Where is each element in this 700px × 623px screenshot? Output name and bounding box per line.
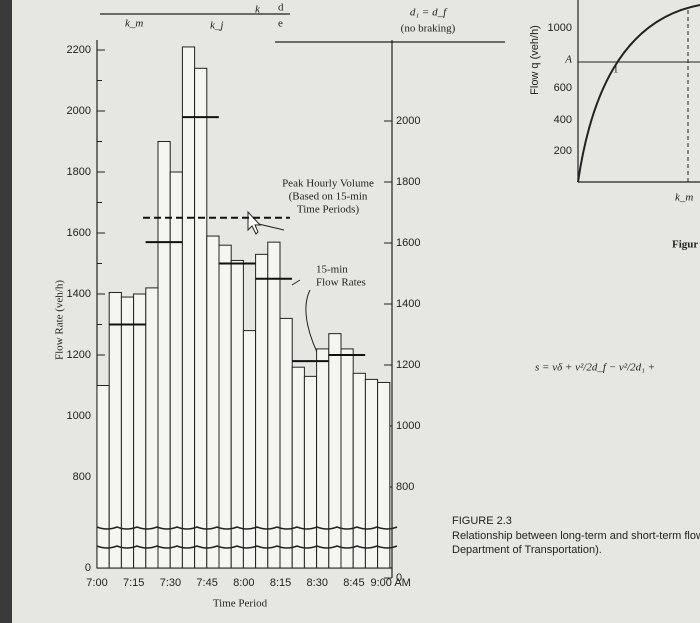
x-tick-label: 7:00 — [86, 577, 107, 589]
bar — [364, 378, 379, 569]
label: d — [278, 2, 284, 14]
bar — [328, 333, 342, 569]
y-tick-label: 2200 — [67, 44, 91, 56]
y2-tick-label: 1000 — [396, 420, 420, 432]
label: e — [278, 18, 283, 30]
bar — [230, 259, 244, 569]
caption: FIGURE 2.3 — [452, 515, 512, 527]
y-tick-label: 1400 — [67, 288, 91, 300]
x-tick-label: 7:30 — [160, 577, 181, 589]
bar — [181, 46, 196, 569]
annotation: Time Periods) — [297, 204, 360, 216]
y-tick-label: 0 — [85, 562, 91, 574]
arrow — [291, 279, 301, 286]
bar — [242, 330, 257, 569]
bar — [316, 348, 330, 569]
bar — [291, 366, 305, 569]
tick-label: 400 — [554, 114, 572, 126]
bar — [377, 381, 391, 569]
y2-tick-label: 1200 — [396, 359, 420, 371]
tick-label: 600 — [554, 82, 572, 94]
annotation: 15-min — [316, 264, 348, 276]
y-tick-label: 800 — [73, 471, 91, 483]
label: (no braking) — [401, 23, 456, 35]
y-tick-label: 1000 — [67, 410, 91, 422]
y-tick-label: 1800 — [67, 166, 91, 178]
label: k — [255, 4, 261, 16]
label: k_m — [125, 18, 143, 30]
x-tick-label: 8:00 — [233, 577, 254, 589]
cursor — [247, 210, 262, 235]
label: d₁ = d_f — [410, 7, 448, 19]
x-tick-label: 7:15 — [123, 577, 144, 589]
label: Figur — [672, 239, 698, 251]
caption: Relationship between long-term and short… — [452, 530, 700, 542]
bar — [218, 244, 232, 569]
y2-tick-label: 2000 — [396, 115, 420, 127]
bar — [145, 287, 159, 569]
y2-tick-label: 1400 — [396, 298, 420, 310]
x-axis-label: Time Period — [213, 598, 268, 610]
tick-label: 200 — [554, 145, 572, 157]
annotation: Flow Rates — [316, 277, 366, 289]
curve — [577, 4, 700, 183]
y2-tick-label: 1600 — [396, 237, 420, 249]
annotation: (Based on 15-min — [289, 191, 368, 203]
bar — [120, 296, 135, 569]
y-tick-label: 2000 — [67, 105, 91, 117]
bar — [340, 348, 354, 569]
y-tick-label: 1200 — [67, 349, 91, 361]
bar — [157, 141, 171, 569]
label: A — [564, 54, 572, 66]
label: 1 — [613, 64, 619, 76]
annotation: Peak Hourly Volume — [282, 178, 374, 190]
x-tick-label: 9:00 AM — [370, 577, 410, 589]
label: k_m — [675, 192, 693, 204]
bar — [255, 253, 269, 569]
bar — [352, 372, 366, 569]
bar — [169, 171, 183, 569]
y2-tick-label: 0 — [396, 572, 402, 584]
y2-tick-label: 1800 — [396, 176, 420, 188]
tick-label: 1000 — [548, 22, 572, 34]
axis-break — [96, 526, 398, 530]
y-tick-label: 1600 — [67, 227, 91, 239]
bar — [108, 291, 122, 569]
page-edge — [0, 0, 12, 623]
axis-break — [96, 545, 398, 549]
y2-tick-label: 800 — [396, 481, 414, 493]
bar — [267, 241, 281, 569]
bar — [194, 67, 208, 569]
bar — [279, 317, 293, 569]
bar — [303, 375, 318, 569]
axis-label: Flow q (veh/h) — [529, 25, 541, 95]
bar — [96, 385, 110, 569]
x-tick-label: 8:45 — [343, 577, 364, 589]
label: k_j — [210, 20, 223, 32]
x-tick-label: 8:15 — [270, 577, 291, 589]
x-tick-label: 7:45 — [196, 577, 217, 589]
caption: Department of Transportation). — [452, 544, 602, 556]
y-axis-label: Flow Rate (veh/h) — [54, 280, 66, 360]
equation: s = vδ + v²/2d_f − v²/2d₁ + — [535, 362, 655, 374]
x-tick-label: 8:30 — [307, 577, 328, 589]
bar — [206, 235, 220, 569]
